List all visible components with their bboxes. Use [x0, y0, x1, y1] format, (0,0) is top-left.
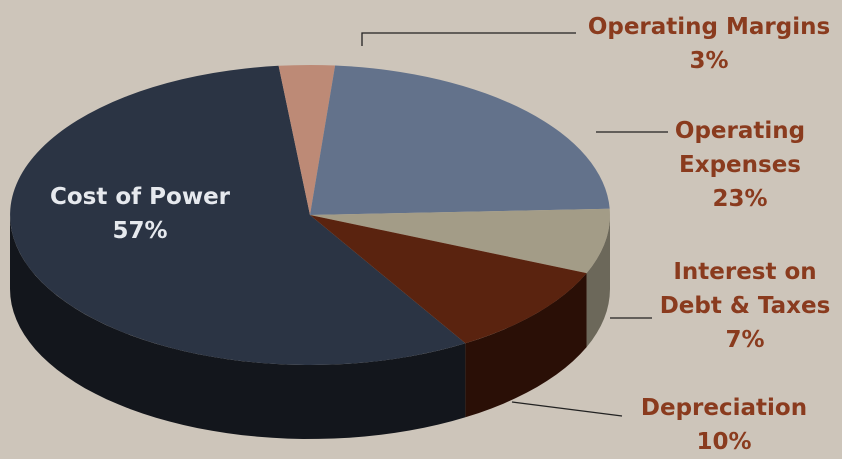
slice-value-cost-of-power: 57% [112, 218, 168, 244]
slice-label-operating-margins: Operating Margins 3% [577, 10, 841, 78]
slice-interest-on-debt-and-taxes [310, 208, 610, 274]
leader-lines [361, 32, 668, 417]
leader-line-depreciation [511, 401, 623, 417]
slice-label-depreciation: Depreciation 10% [624, 391, 824, 459]
slice-name-cost-of-power: Cost of Power [49, 184, 231, 210]
slice-name-operating-expenses: Operating Expenses [674, 118, 806, 178]
slice-value-operating-margins: 3% [689, 48, 729, 74]
slice-label-operating-expenses: Operating Expenses 23% [650, 114, 830, 216]
slice-name-operating-margins: Operating Margins [587, 14, 831, 40]
slice-value-operating-expenses: 23% [712, 186, 768, 212]
slice-label-cost-of-power: Cost of Power 57% [30, 180, 250, 248]
slice-operating-expenses [310, 65, 610, 215]
leader-line-operating-margins [361, 32, 576, 46]
slice-side-depreciation [465, 273, 587, 418]
slice-depreciation [310, 215, 587, 344]
slice-side-interest-on-debt-and-taxes [586, 215, 610, 348]
slice-cost-of-power [10, 65, 466, 365]
slice-value-interest-taxes: 7% [725, 327, 765, 353]
slice-value-depreciation: 10% [696, 429, 752, 455]
slice-side-cost-of-power [10, 215, 466, 439]
slice-label-interest-taxes: Interest on Debt & Taxes 7% [648, 255, 842, 357]
pie-tops [10, 64, 610, 365]
pie-sides [10, 215, 610, 439]
slice-operating-margins [278, 64, 336, 215]
slice-name-interest-taxes: Interest on Debt & Taxes [659, 259, 831, 319]
slice-name-depreciation: Depreciation [640, 395, 808, 421]
